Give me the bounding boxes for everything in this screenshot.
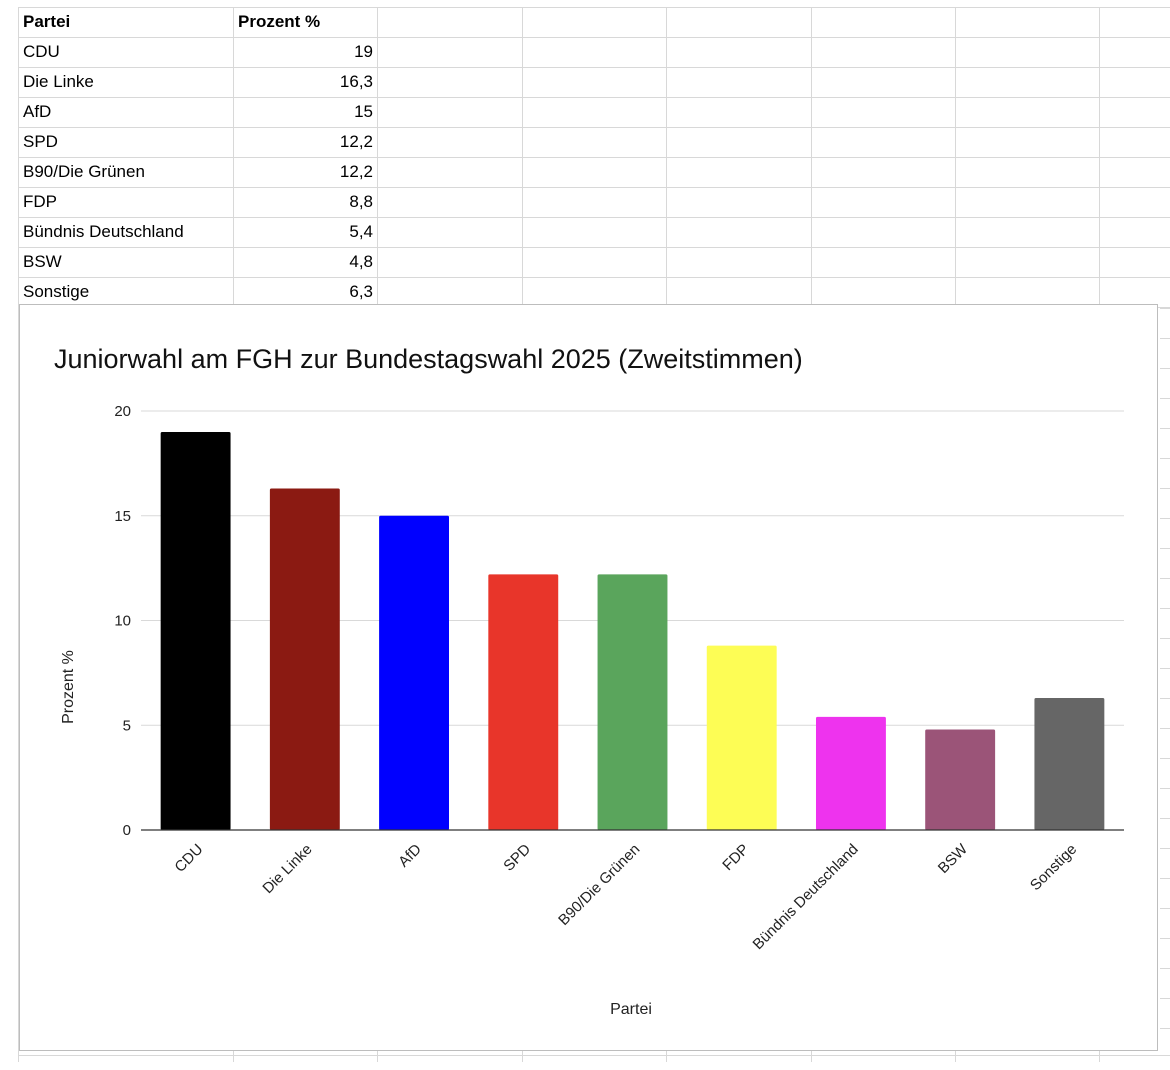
cell-partei[interactable]: FDP <box>23 192 57 211</box>
x-tick-label: AfD <box>395 841 425 871</box>
sheet-row-line <box>18 1055 1170 1056</box>
y-tick-label: 20 <box>114 403 131 420</box>
header-cell-partei[interactable]: Partei <box>23 12 71 31</box>
bar-b90-die-gr-nen[interactable] <box>597 574 668 830</box>
bar-b-ndnis-deutschland[interactable] <box>815 716 886 830</box>
sheet-row-line <box>18 247 1170 248</box>
cell-prozent[interactable]: 12,2 <box>339 132 373 151</box>
x-tick-label: Die Linke <box>259 841 315 897</box>
cell-prozent[interactable]: 4,8 <box>349 252 373 271</box>
y-tick-label: 0 <box>123 822 131 839</box>
x-axis-ticks: CDU Die Linke AfD SPD B90/Die Grünen FDPBündn… <box>171 840 1080 953</box>
x-axis-label: Partei <box>610 1001 652 1018</box>
cell-prozent[interactable]: 15 <box>354 102 373 121</box>
bar-die-linke[interactable] <box>269 488 340 830</box>
cell-partei[interactable]: AfD <box>23 102 52 121</box>
bar-spd[interactable] <box>488 574 559 830</box>
chart[interactable]: Juniorwahl am FGH zur Bundestagswahl 202… <box>19 304 1158 1051</box>
sheet-row-line <box>18 67 1170 68</box>
y-tick-label: 15 <box>114 508 131 525</box>
y-axis-ticks: 0 5 10 15 20 <box>114 403 131 839</box>
bar-fdp[interactable] <box>706 645 777 830</box>
header-cell-prozent[interactable]: Prozent % <box>238 12 321 31</box>
cell-partei[interactable]: Sonstige <box>23 282 90 301</box>
sheet-row-edges <box>1160 304 1170 1054</box>
cell-prozent[interactable]: 5,4 <box>349 222 373 241</box>
x-tick-label: Bündnis Deutschland <box>750 841 862 953</box>
cell-partei[interactable]: Bündnis Deutschland <box>23 222 184 241</box>
bars <box>160 431 1105 830</box>
x-tick-label: B90/Die Grünen <box>555 841 643 929</box>
x-tick-label: BSW <box>935 840 972 877</box>
cell-partei[interactable]: CDU <box>23 42 60 61</box>
x-tick-label: FDP <box>719 841 752 874</box>
sheet-row-line <box>18 7 1170 8</box>
cell-prozent[interactable]: 8,8 <box>349 192 373 211</box>
chart-title: Juniorwahl am FGH zur Bundestagswahl 202… <box>54 344 803 374</box>
cell-prozent[interactable]: 16,3 <box>339 72 373 91</box>
sheet-row-line <box>18 277 1170 278</box>
sheet-column-line <box>18 7 19 1062</box>
x-tick-label: Sonstige <box>1027 841 1080 894</box>
bar-afd[interactable] <box>379 515 450 830</box>
cell-partei[interactable]: SPD <box>23 132 58 151</box>
bar-bsw[interactable] <box>925 729 996 830</box>
sheet-row-line <box>18 217 1170 218</box>
sheet-row-line <box>18 157 1170 158</box>
sheet-row-line <box>18 187 1170 188</box>
bar-sonstige[interactable] <box>1034 698 1105 830</box>
sheet-row-line <box>18 97 1170 98</box>
y-tick-label: 5 <box>123 717 131 734</box>
cell-partei[interactable]: Die Linke <box>23 72 94 91</box>
sheet-row-line <box>18 127 1170 128</box>
cell-partei[interactable]: B90/Die Grünen <box>23 162 145 181</box>
cell-prozent[interactable]: 12,2 <box>339 162 373 181</box>
x-tick-label: CDU <box>171 841 206 876</box>
y-tick-label: 10 <box>114 613 131 630</box>
y-axis-label: Prozent % <box>60 650 77 724</box>
x-tick-label: SPD <box>500 841 534 875</box>
bar-cdu[interactable] <box>160 431 231 830</box>
bar-chart-svg: Juniorwahl am FGH zur Bundestagswahl 202… <box>54 344 1124 1018</box>
cell-partei[interactable]: BSW <box>23 252 62 271</box>
cell-prozent[interactable]: 6,3 <box>349 282 373 301</box>
sheet-row-line <box>18 37 1170 38</box>
cell-prozent[interactable]: 19 <box>354 42 373 61</box>
